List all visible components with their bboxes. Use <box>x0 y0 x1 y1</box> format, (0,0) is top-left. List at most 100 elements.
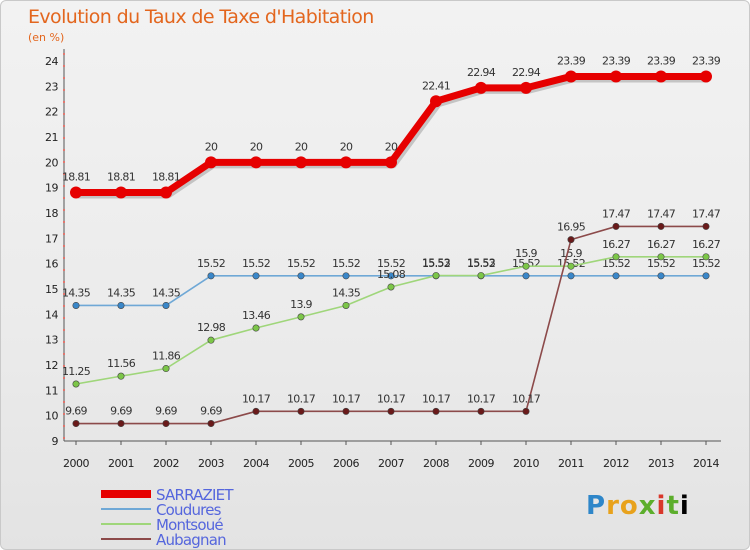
data-label: 10.17 <box>512 392 541 405</box>
data-point <box>387 272 395 280</box>
data-label: 20 <box>295 140 308 153</box>
y-tick-label: 22 <box>45 106 58 119</box>
x-tick-label: 2009 <box>468 457 494 470</box>
data-point <box>252 407 260 415</box>
data-point <box>657 222 665 230</box>
x-tick-label: 2003 <box>198 457 224 470</box>
x-tick-label: 2004 <box>243 457 269 470</box>
data-label: 10.17 <box>377 392 406 405</box>
data-label: 9.69 <box>65 405 87 418</box>
data-point <box>477 407 485 415</box>
data-label: 16.27 <box>647 238 676 251</box>
y-tick-label: 9 <box>52 435 59 448</box>
data-point <box>250 156 262 169</box>
data-point <box>612 253 620 261</box>
x-tick-label: 2012 <box>603 457 629 470</box>
data-point <box>297 313 305 321</box>
y-tick-label: 15 <box>45 283 58 296</box>
y-tick-label: 18 <box>45 207 58 220</box>
data-label: 17.47 <box>647 207 676 220</box>
data-point <box>117 420 125 428</box>
data-label: 15.9 <box>560 247 582 260</box>
data-point <box>162 301 170 309</box>
data-label: 13.46 <box>242 309 271 322</box>
data-point <box>702 222 710 230</box>
data-label: 20 <box>340 140 353 153</box>
data-point <box>72 420 80 428</box>
x-tick-label: 2001 <box>108 457 134 470</box>
data-label: 18.81 <box>62 170 90 183</box>
data-label: 20 <box>250 140 263 153</box>
data-label: 15.52 <box>692 257 720 270</box>
data-label: 20 <box>385 140 398 153</box>
data-label: 14.35 <box>332 286 361 299</box>
data-point <box>657 272 665 280</box>
data-point <box>522 407 530 415</box>
data-label: 22.94 <box>512 66 541 79</box>
data-point <box>72 301 80 309</box>
y-tick-label: 16 <box>45 258 58 271</box>
y-tick-label: 11 <box>45 384 58 397</box>
data-point <box>342 301 350 309</box>
legend-label: Aubagnan <box>156 531 226 549</box>
data-point <box>612 272 620 280</box>
y-tick-label: 10 <box>45 410 58 423</box>
data-label: 15.52 <box>647 257 675 270</box>
data-label: 15.08 <box>377 268 406 281</box>
y-tick-label: 17 <box>45 232 58 245</box>
data-point <box>207 336 215 344</box>
data-label: 17.47 <box>602 207 631 220</box>
series-montsou: 11.2511.5611.8612.9813.4613.914.3515.081… <box>62 238 721 388</box>
data-point <box>477 272 485 280</box>
data-point <box>117 372 125 380</box>
data-point <box>297 407 305 415</box>
data-point <box>387 283 395 291</box>
data-label: 10.17 <box>242 392 271 405</box>
data-point <box>72 380 80 388</box>
data-point <box>610 70 622 83</box>
y-tick-label: 24 <box>45 55 58 68</box>
y-tick-label: 23 <box>45 80 58 93</box>
data-point <box>475 81 487 94</box>
data-label: 11.25 <box>62 365 91 378</box>
data-label: 16.95 <box>557 221 586 234</box>
data-point <box>115 186 127 199</box>
data-label: 10.17 <box>332 392 361 405</box>
y-tick-label: 14 <box>45 308 58 321</box>
data-point <box>387 407 395 415</box>
y-tick-label: 19 <box>45 182 58 195</box>
data-label: 15.52 <box>197 257 225 270</box>
data-label: 22.94 <box>467 66 496 79</box>
data-point <box>655 70 667 83</box>
data-label: 15.9 <box>515 247 537 260</box>
x-tick-label: 2014 <box>693 457 719 470</box>
data-point <box>160 186 172 199</box>
data-label: 15.52 <box>332 257 360 270</box>
data-point <box>700 70 712 83</box>
data-point <box>252 324 260 332</box>
x-tick-label: 2006 <box>333 457 359 470</box>
data-point <box>432 407 440 415</box>
data-label: 9.69 <box>200 405 222 418</box>
data-point <box>342 272 350 280</box>
data-point <box>520 81 532 94</box>
data-point <box>162 365 170 373</box>
data-label: 22.41 <box>422 79 450 92</box>
x-tick-label: 2007 <box>378 457 404 470</box>
y-tick-label: 20 <box>45 156 58 169</box>
data-label: 14.35 <box>152 286 181 299</box>
data-label: 15.52 <box>422 257 450 270</box>
y-tick-label: 21 <box>45 131 58 144</box>
data-point <box>252 272 260 280</box>
x-tick-label: 2008 <box>423 457 449 470</box>
x-tick-label: 2000 <box>63 457 89 470</box>
data-point <box>207 420 215 428</box>
data-point <box>340 156 352 169</box>
data-point <box>432 272 440 280</box>
data-point <box>702 253 710 261</box>
data-label: 12.98 <box>197 321 226 334</box>
data-point <box>567 262 575 270</box>
data-label: 16.27 <box>602 238 631 251</box>
